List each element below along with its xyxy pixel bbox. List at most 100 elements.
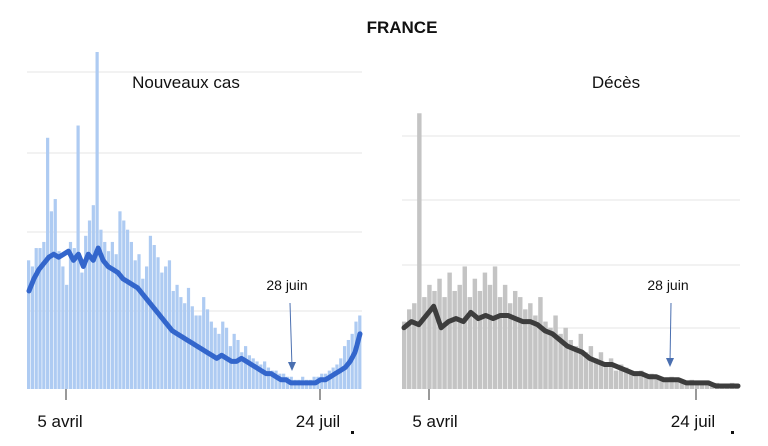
annotation-arrow-left: [289, 302, 293, 368]
bar-right-56: [679, 379, 684, 389]
bar-left-61: [255, 361, 259, 389]
bar-right-41: [603, 364, 609, 389]
x-tick-label-left-1: 5 avril: [37, 412, 82, 431]
bar-left-17: [87, 220, 92, 389]
bar-right-29: [543, 321, 548, 389]
bar-left-11: [65, 284, 69, 389]
bar-right-38: [588, 346, 594, 389]
bar-right-21: [502, 284, 508, 389]
bar-right-48: [639, 370, 644, 389]
bar-left-56: [236, 339, 240, 389]
bar-left-59: [247, 355, 252, 389]
bar-left-5: [42, 241, 46, 389]
bar-right-45: [623, 367, 629, 389]
bar-left-28: [129, 241, 133, 389]
x-tick-label-right-1: 5 avril: [412, 412, 457, 431]
bar-right-57: [684, 382, 689, 389]
bar-right-37: [583, 352, 589, 389]
bar-left-42: [183, 303, 187, 389]
annotation-arrowhead-right: [666, 358, 674, 367]
bar-right-15: [472, 278, 478, 389]
bar-left-22: [106, 251, 111, 389]
bar-left-21: [103, 241, 107, 389]
bar-right-28: [538, 297, 543, 389]
bar-right-18: [487, 284, 493, 389]
bar-left-33: [148, 235, 153, 389]
bar-right-49: [644, 376, 649, 389]
bar-right-24: [518, 297, 523, 389]
bar-right-34: [568, 339, 573, 389]
panel-title-right: Décès: [592, 73, 640, 92]
bar-left-41: [179, 297, 183, 389]
bar-left-62: [259, 364, 263, 389]
chart-panel-deces: Décès 5 avril 24 juil 28 juin: [401, 73, 741, 434]
bar-right-25: [523, 309, 528, 389]
bar-right-5: [422, 297, 427, 389]
bar-left-66: [274, 370, 278, 389]
bar-right-62: [709, 385, 715, 389]
bar-right-4: [417, 113, 422, 390]
bar-left-1: [27, 260, 31, 389]
chart-panel-nouveaux-cas: Nouveaux cas 5 avril 24 juil 28 juin: [26, 52, 363, 434]
bar-left-2: [30, 266, 35, 389]
bar-right-51: [654, 376, 659, 389]
bar-left-65: [270, 370, 274, 389]
bar-right-14: [467, 297, 473, 389]
bar-right-22: [507, 303, 513, 389]
annotation-arrowhead-left: [288, 362, 296, 371]
bar-left-23: [110, 241, 114, 389]
bar-left-82: [335, 364, 339, 389]
bars-left: [27, 52, 362, 389]
bar-right-42: [608, 358, 614, 389]
bar-right-7: [432, 290, 437, 389]
bar-right-35: [573, 346, 578, 389]
bar-left-81: [331, 367, 335, 389]
bar-left-13: [72, 248, 76, 389]
bar-right-23: [512, 290, 518, 389]
bar-left-36: [160, 272, 164, 389]
bar-right-59: [694, 382, 700, 389]
bar-right-2: [407, 309, 412, 389]
bar-left-26: [122, 220, 126, 389]
bar-right-27: [533, 315, 538, 389]
bar-right-53: [664, 379, 669, 389]
bar-right-3: [412, 303, 417, 389]
tick-dot-right: [731, 431, 734, 434]
tick-dot-left: [351, 431, 354, 434]
bar-left-8: [53, 199, 57, 389]
bar-left-3: [34, 248, 38, 389]
trend-line-right: [401, 303, 741, 389]
bar-right-16: [477, 290, 483, 389]
bar-left-54: [228, 346, 232, 389]
bar-right-31: [553, 315, 558, 389]
bar-right-11: [452, 290, 457, 389]
bar-left-12: [68, 241, 73, 389]
panel-title-left: Nouveaux cas: [132, 73, 240, 92]
bar-left-88: [358, 315, 362, 389]
bar-left-25: [118, 211, 122, 389]
bar-left-47: [202, 297, 206, 389]
bar-left-60: [251, 358, 255, 389]
figure-title: FRANCE: [367, 18, 438, 37]
bar-right-39: [593, 358, 599, 389]
bar-right-50: [649, 373, 654, 389]
bar-left-83: [339, 358, 343, 389]
bar-right-60: [699, 382, 705, 389]
bar-left-48: [205, 309, 210, 389]
bar-right-47: [634, 373, 639, 389]
bar-left-45: [194, 315, 198, 389]
bar-right-52: [659, 376, 664, 389]
bar-right-44: [618, 364, 624, 389]
bar-left-4: [38, 248, 42, 389]
bar-right-54: [669, 376, 674, 389]
bar-left-58: [243, 346, 248, 389]
annotation-arrow-right: [669, 302, 672, 364]
trend-line-left: [26, 245, 363, 386]
bar-right-8: [437, 278, 442, 389]
bar-left-34: [152, 245, 156, 389]
bar-right-1: [402, 321, 407, 389]
bar-left-35: [156, 257, 160, 389]
bar-right-6: [427, 284, 432, 389]
bar-left-31: [141, 278, 145, 389]
